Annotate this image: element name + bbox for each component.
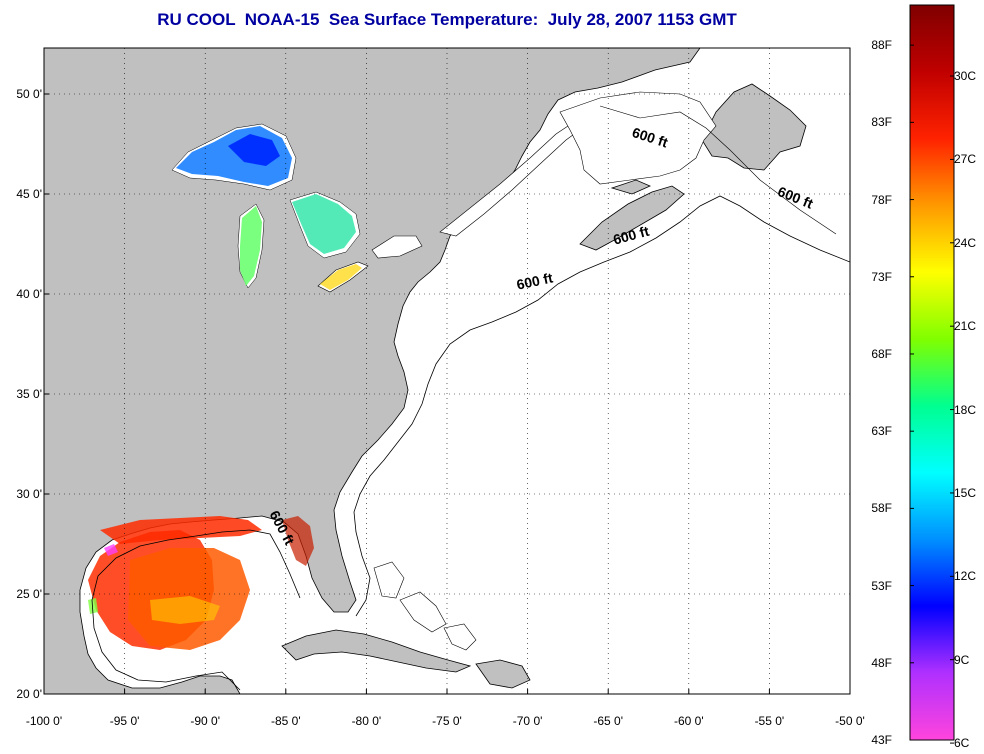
colorbar-f-label: 53F	[871, 578, 892, 593]
bahamas-banks	[373, 561, 477, 651]
colorbar-c-label: 21C	[954, 319, 977, 334]
lon-tick-label: -90 0'	[190, 714, 221, 728]
colorbar-c-label: 30C	[954, 69, 977, 84]
lon-tick-label: -50 0'	[835, 714, 865, 728]
colorbar-gradient	[909, 4, 955, 741]
sst-gulf-green	[88, 598, 98, 614]
gulf-st-lawrence	[559, 91, 717, 185]
sst-lake-superior-core	[228, 134, 280, 166]
lon-tick-label: -65 0'	[593, 714, 624, 728]
lon-tick-label: -95 0'	[109, 714, 140, 728]
colorbar-f-label: 83F	[871, 115, 892, 130]
axis-ticks	[43, 93, 851, 695]
colorbar-f-label: 43F	[871, 733, 892, 747]
colorbar-ticks	[910, 44, 954, 744]
isobath-label: 600 ft	[515, 269, 554, 292]
sst-gulf-east	[282, 516, 314, 566]
colorbar-c-label: 18C	[954, 402, 977, 417]
land-hispaniola	[475, 659, 531, 689]
colorbar-c-label: 6C	[954, 736, 970, 750]
sst-gulf-magenta	[104, 544, 118, 556]
colorbar-c-label: 24C	[954, 235, 977, 250]
sst-lake-erie	[320, 264, 362, 290]
lon-tick-label: -70 0'	[512, 714, 543, 728]
land-cuba	[281, 629, 472, 673]
temperature-colorbar	[909, 4, 955, 744]
colorbar-f-label: 48F	[871, 655, 892, 670]
land-north-america	[44, 48, 701, 694]
isobath-600ft	[353, 195, 850, 617]
map-title: RU COOL NOAA-15 Sea Surface Temperature:…	[157, 10, 737, 29]
lon-tick-label: -80 0'	[351, 714, 382, 728]
land-pei	[610, 179, 651, 195]
colorbar-f-label: 68F	[871, 346, 892, 361]
colorbar-f-label: 78F	[871, 192, 892, 207]
lat-tick-label: 40 0'	[16, 287, 42, 301]
lat-tick-label: 30 0'	[16, 487, 42, 501]
lon-tick-label: -55 0'	[754, 714, 785, 728]
isobath-600ft-gulf-inner	[599, 105, 837, 235]
sst-lake-huron	[292, 194, 356, 254]
colorbar-c-label: 27C	[954, 152, 977, 167]
lat-tick-label: 50 0'	[16, 87, 42, 101]
lake-ontario	[371, 235, 423, 259]
lat-tick-label: 25 0'	[16, 587, 42, 601]
sst-gulf-yellow-band	[150, 596, 220, 624]
colorbar-c-label: 9C	[954, 652, 970, 667]
colorbar-f-label: 63F	[871, 424, 892, 439]
colorbar-f-label: 58F	[871, 501, 892, 516]
colorbar-f-label: 88F	[871, 38, 892, 53]
lon-tick-label: -75 0'	[432, 714, 462, 728]
isobath-600ft-gulf	[91, 529, 301, 691]
sst-lake-michigan	[240, 206, 262, 286]
colorbar-c-label: 12C	[954, 569, 977, 584]
sst-gulf-north	[100, 516, 262, 544]
colorbar-f-label: 73F	[871, 269, 892, 284]
lon-tick-label: -85 0'	[270, 714, 301, 728]
lat-tick-label: 35 0'	[16, 387, 42, 401]
lat-tick-label: 20 0'	[16, 687, 42, 701]
colorbar-c-label: 15C	[954, 485, 977, 500]
lon-tick-label: -100 0'	[25, 714, 63, 728]
lat-tick-label: 45 0'	[16, 187, 42, 201]
lon-tick-label: -60 0'	[673, 714, 704, 728]
